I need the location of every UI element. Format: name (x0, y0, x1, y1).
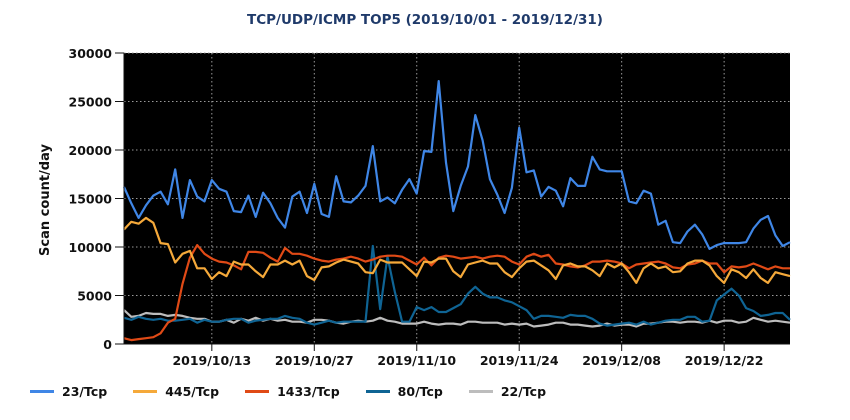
x-tick-label: 2019/10/13 (172, 353, 251, 368)
legend-swatch-icon (133, 390, 158, 393)
legend-item[interactable]: 1433/Tcp (245, 384, 340, 399)
legend-item[interactable]: 445/Tcp (133, 384, 219, 399)
legend-label: 1433/Tcp (277, 384, 340, 399)
series-line-23-tcp (122, 79, 791, 250)
series-lines (122, 79, 791, 342)
series-line-1433-tcp (123, 244, 790, 342)
legend: 23/Tcp 445/Tcp 1433/Tcp 80/Tcp 22/Tcp (30, 384, 572, 399)
series-line-22-tcp (123, 309, 791, 328)
legend-label: 445/Tcp (165, 384, 220, 399)
chart-title: TCP/UDP/ICMP TOP5 (2019/10/01 - 2019/12/… (247, 12, 603, 28)
y-axis: 0 5000 10000 15000 20000 25000 30000 (69, 46, 125, 352)
x-tick-label: 2019/12/08 (582, 353, 661, 368)
series-line-80-tcp (123, 244, 791, 327)
legend-item[interactable]: 22/Tcp (468, 384, 547, 399)
legend-item[interactable]: 80/Tcp (365, 384, 443, 399)
y-tick-label: 25000 (69, 95, 113, 110)
y-tick-label: 5000 (77, 289, 112, 304)
x-tick-label: 2019/11/10 (377, 353, 456, 368)
x-axis: 2019/10/13 2019/10/27 2019/11/10 2019/11/24… (124, 343, 790, 368)
y-tick-label: 20000 (69, 143, 113, 158)
legend-label: 80/Tcp (397, 384, 443, 399)
legend-swatch-icon (468, 390, 493, 393)
y-tick-label: 0 (103, 337, 112, 352)
x-tick-label: 2019/10/27 (275, 353, 354, 368)
y-tick-label: 30000 (69, 46, 113, 61)
legend-swatch-icon (365, 390, 390, 393)
legend-item[interactable]: 23/Tcp (30, 384, 107, 399)
y-tick-label: 10000 (69, 240, 113, 255)
x-tick-label: 2019/11/24 (480, 353, 559, 368)
y-tick-label: 15000 (69, 192, 113, 207)
x-tick-label: 2019/12/22 (685, 353, 764, 368)
legend-swatch-icon (245, 390, 270, 393)
series-line-445-tcp (123, 216, 791, 284)
y-axis-label: Scan count/day (38, 144, 53, 256)
legend-swatch-icon (30, 390, 54, 393)
legend-label: 23/Tcp (62, 384, 108, 399)
legend-label: 22/Tcp (500, 384, 547, 399)
